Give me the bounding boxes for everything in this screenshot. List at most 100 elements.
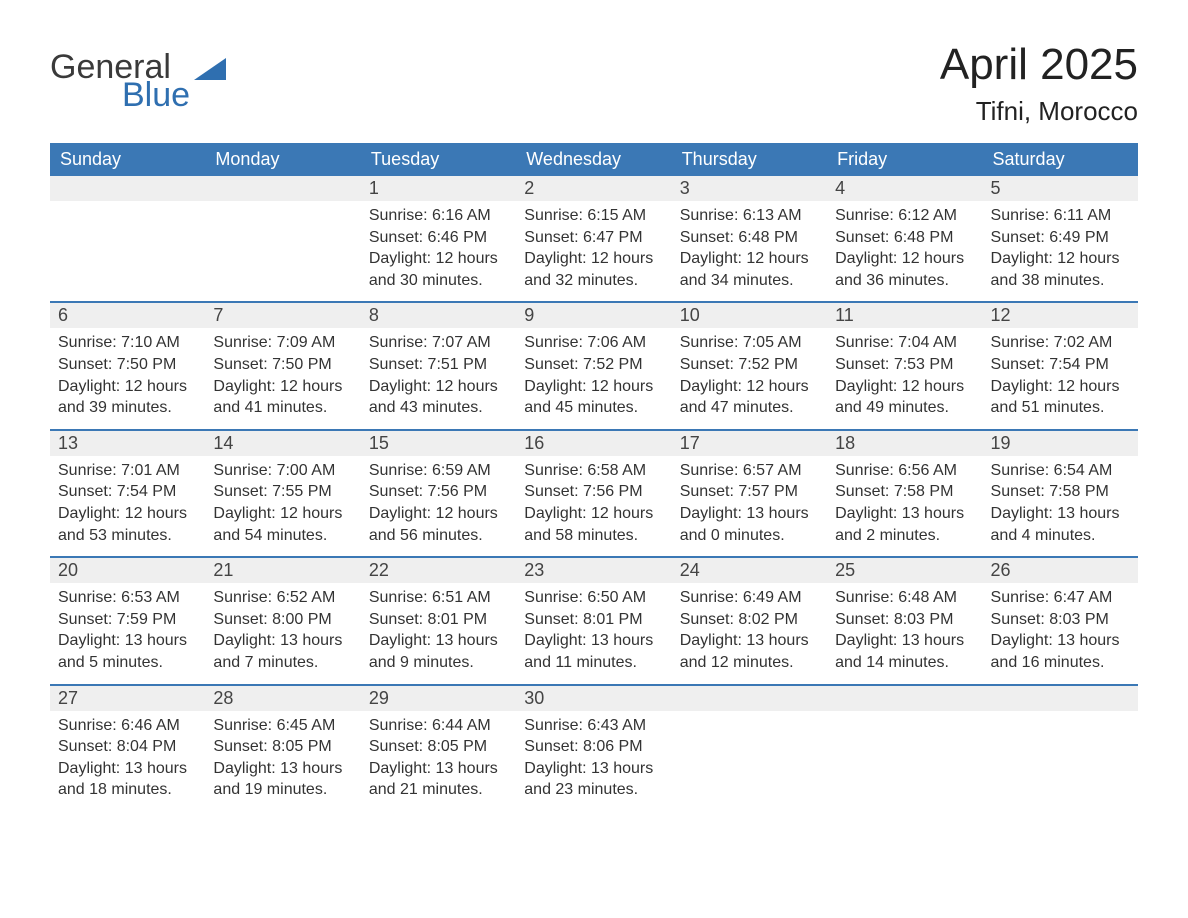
- day-number-cell: 2: [516, 176, 671, 201]
- daylight-text: Daylight: 12 hours and 54 minutes.: [213, 503, 352, 546]
- day-body-row: Sunrise: 7:10 AMSunset: 7:50 PMDaylight:…: [50, 328, 1138, 429]
- day-number-cell: 29: [361, 686, 516, 711]
- day-number-cell: 22: [361, 558, 516, 583]
- day-number-cell: 18: [827, 431, 982, 456]
- day-number-cell: 25: [827, 558, 982, 583]
- day-number-cell: 13: [50, 431, 205, 456]
- day-body-cell: [827, 711, 982, 811]
- sunset-text: Sunset: 6:48 PM: [835, 227, 974, 249]
- sunset-text: Sunset: 7:56 PM: [524, 481, 663, 503]
- day-number-cell: [827, 686, 982, 711]
- sunset-text: Sunset: 8:05 PM: [213, 736, 352, 758]
- weekday-header-row: Sunday Monday Tuesday Wednesday Thursday…: [50, 143, 1138, 176]
- header: General Blue April 2025 Tifni, Morocco: [50, 40, 1138, 127]
- sunrise-text: Sunrise: 7:07 AM: [369, 332, 508, 354]
- day-body-row: Sunrise: 6:53 AMSunset: 7:59 PMDaylight:…: [50, 583, 1138, 684]
- sunset-text: Sunset: 8:01 PM: [369, 609, 508, 631]
- day-number-cell: 28: [205, 686, 360, 711]
- day-body-cell: [205, 201, 360, 302]
- daylight-text: Daylight: 13 hours and 5 minutes.: [58, 630, 197, 673]
- sunset-text: Sunset: 8:00 PM: [213, 609, 352, 631]
- daylight-text: Daylight: 13 hours and 0 minutes.: [680, 503, 819, 546]
- day-body-cell: Sunrise: 6:54 AMSunset: 7:58 PMDaylight:…: [983, 456, 1138, 557]
- sunset-text: Sunset: 6:48 PM: [680, 227, 819, 249]
- day-body-row: Sunrise: 6:46 AMSunset: 8:04 PMDaylight:…: [50, 711, 1138, 811]
- sunrise-text: Sunrise: 6:13 AM: [680, 205, 819, 227]
- daylight-text: Daylight: 12 hours and 32 minutes.: [524, 248, 663, 291]
- sunrise-text: Sunrise: 7:09 AM: [213, 332, 352, 354]
- sunrise-text: Sunrise: 6:48 AM: [835, 587, 974, 609]
- daylight-text: Daylight: 12 hours and 30 minutes.: [369, 248, 508, 291]
- daylight-text: Daylight: 12 hours and 56 minutes.: [369, 503, 508, 546]
- day-number-cell: 7: [205, 303, 360, 328]
- day-body-cell: Sunrise: 6:16 AMSunset: 6:46 PMDaylight:…: [361, 201, 516, 302]
- sunrise-text: Sunrise: 6:52 AM: [213, 587, 352, 609]
- day-body-cell: Sunrise: 6:49 AMSunset: 8:02 PMDaylight:…: [672, 583, 827, 684]
- day-number-cell: 30: [516, 686, 671, 711]
- sunset-text: Sunset: 8:04 PM: [58, 736, 197, 758]
- sunset-text: Sunset: 8:06 PM: [524, 736, 663, 758]
- daylight-text: Daylight: 13 hours and 14 minutes.: [835, 630, 974, 673]
- sunset-text: Sunset: 7:52 PM: [680, 354, 819, 376]
- day-body-cell: Sunrise: 7:00 AMSunset: 7:55 PMDaylight:…: [205, 456, 360, 557]
- day-number-cell: 14: [205, 431, 360, 456]
- title-block: April 2025 Tifni, Morocco: [940, 40, 1138, 127]
- daylight-text: Daylight: 13 hours and 11 minutes.: [524, 630, 663, 673]
- day-body-cell: [672, 711, 827, 811]
- sunset-text: Sunset: 7:58 PM: [835, 481, 974, 503]
- day-number-cell: 26: [983, 558, 1138, 583]
- sunset-text: Sunset: 7:56 PM: [369, 481, 508, 503]
- daylight-text: Daylight: 13 hours and 12 minutes.: [680, 630, 819, 673]
- day-body-cell: Sunrise: 6:12 AMSunset: 6:48 PMDaylight:…: [827, 201, 982, 302]
- sunset-text: Sunset: 7:59 PM: [58, 609, 197, 631]
- header-thursday: Thursday: [672, 143, 827, 176]
- daylight-text: Daylight: 12 hours and 41 minutes.: [213, 376, 352, 419]
- day-body-cell: Sunrise: 6:50 AMSunset: 8:01 PMDaylight:…: [516, 583, 671, 684]
- daylight-text: Daylight: 12 hours and 47 minutes.: [680, 376, 819, 419]
- day-number-cell: 12: [983, 303, 1138, 328]
- calendar-table: Sunday Monday Tuesday Wednesday Thursday…: [50, 143, 1138, 811]
- day-body-cell: Sunrise: 6:48 AMSunset: 8:03 PMDaylight:…: [827, 583, 982, 684]
- sunrise-text: Sunrise: 6:56 AM: [835, 460, 974, 482]
- sunset-text: Sunset: 7:50 PM: [213, 354, 352, 376]
- sunrise-text: Sunrise: 7:06 AM: [524, 332, 663, 354]
- day-body-cell: Sunrise: 6:45 AMSunset: 8:05 PMDaylight:…: [205, 711, 360, 811]
- daynum-row: 6789101112: [50, 303, 1138, 328]
- day-number-cell: 4: [827, 176, 982, 201]
- sunrise-text: Sunrise: 6:45 AM: [213, 715, 352, 737]
- logo-triangle-icon: [194, 58, 226, 80]
- day-number-cell: 17: [672, 431, 827, 456]
- sunrise-text: Sunrise: 6:46 AM: [58, 715, 197, 737]
- day-body-cell: [983, 711, 1138, 811]
- day-body-cell: Sunrise: 6:11 AMSunset: 6:49 PMDaylight:…: [983, 201, 1138, 302]
- sunset-text: Sunset: 7:50 PM: [58, 354, 197, 376]
- sunrise-text: Sunrise: 7:04 AM: [835, 332, 974, 354]
- sunrise-text: Sunrise: 7:02 AM: [991, 332, 1130, 354]
- day-body-cell: Sunrise: 7:06 AMSunset: 7:52 PMDaylight:…: [516, 328, 671, 429]
- day-body-cell: Sunrise: 6:53 AMSunset: 7:59 PMDaylight:…: [50, 583, 205, 684]
- daylight-text: Daylight: 12 hours and 45 minutes.: [524, 376, 663, 419]
- daylight-text: Daylight: 12 hours and 34 minutes.: [680, 248, 819, 291]
- day-number-cell: [50, 176, 205, 201]
- daynum-row: 27282930: [50, 686, 1138, 711]
- location-label: Tifni, Morocco: [940, 96, 1138, 127]
- sunrise-text: Sunrise: 7:00 AM: [213, 460, 352, 482]
- calendar-body: 12345Sunrise: 6:16 AMSunset: 6:46 PMDayl…: [50, 176, 1138, 811]
- day-number-cell: 21: [205, 558, 360, 583]
- day-number-cell: [983, 686, 1138, 711]
- sunrise-text: Sunrise: 6:53 AM: [58, 587, 197, 609]
- daylight-text: Daylight: 13 hours and 7 minutes.: [213, 630, 352, 673]
- day-number-cell: [205, 176, 360, 201]
- day-body-cell: Sunrise: 7:02 AMSunset: 7:54 PMDaylight:…: [983, 328, 1138, 429]
- day-number-cell: 1: [361, 176, 516, 201]
- logo-text: General Blue: [50, 50, 190, 112]
- daylight-text: Daylight: 12 hours and 58 minutes.: [524, 503, 663, 546]
- sunrise-text: Sunrise: 7:05 AM: [680, 332, 819, 354]
- day-number-cell: 10: [672, 303, 827, 328]
- day-body-cell: Sunrise: 6:51 AMSunset: 8:01 PMDaylight:…: [361, 583, 516, 684]
- day-number-cell: 27: [50, 686, 205, 711]
- day-number-cell: 9: [516, 303, 671, 328]
- day-body-cell: Sunrise: 7:10 AMSunset: 7:50 PMDaylight:…: [50, 328, 205, 429]
- logo-word-blue: Blue: [122, 78, 190, 112]
- sunrise-text: Sunrise: 6:50 AM: [524, 587, 663, 609]
